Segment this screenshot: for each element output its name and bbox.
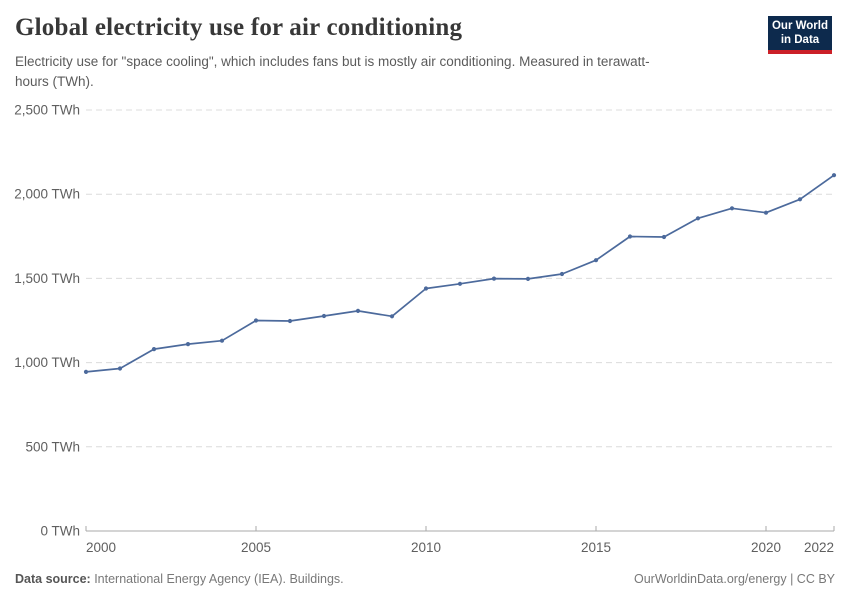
- data-point-marker[interactable]: [287, 318, 293, 324]
- data-point-marker[interactable]: [831, 173, 837, 178]
- data-point-marker[interactable]: [457, 281, 463, 286]
- data-point-marker[interactable]: [797, 197, 803, 202]
- page-title: Global electricity use for air condition…: [15, 14, 463, 41]
- data-point-marker[interactable]: [83, 369, 89, 374]
- data-point-marker[interactable]: [389, 314, 395, 319]
- data-point-marker[interactable]: [525, 276, 531, 281]
- data-point-marker[interactable]: [695, 216, 701, 221]
- data-source-label: Data source:: [15, 572, 91, 586]
- x-tick-label: 2010: [411, 540, 441, 555]
- data-point-marker[interactable]: [763, 210, 769, 215]
- data-source-text: International Energy Agency (IEA). Build…: [90, 572, 344, 586]
- data-point-marker[interactable]: [559, 271, 565, 277]
- attribution-link[interactable]: OurWorldinData.org/energy | CC BY: [633, 572, 835, 586]
- data-line[interactable]: [85, 174, 835, 373]
- chart-footer: Data source: International Energy Agency…: [15, 572, 835, 586]
- y-tick-label: 2,500 TWh: [14, 103, 80, 118]
- x-tick-label: 2022: [804, 540, 834, 555]
- data-point-marker[interactable]: [321, 313, 327, 319]
- y-tick-label: 1,000 TWh: [14, 355, 80, 370]
- data-point-marker[interactable]: [593, 258, 599, 263]
- x-tick-label: 2005: [241, 540, 271, 555]
- data-source-note: Data source: International Energy Agency…: [15, 572, 344, 586]
- data-point-marker[interactable]: [151, 347, 157, 352]
- y-tick-label: 0 TWh: [40, 524, 80, 539]
- owid-logo-line1: Our World: [771, 20, 828, 32]
- x-tick-label: 2000: [86, 540, 116, 555]
- data-point-marker[interactable]: [627, 234, 633, 239]
- data-point-marker[interactable]: [661, 234, 667, 240]
- data-point-marker[interactable]: [729, 206, 735, 211]
- chart-header: Global electricity use for air condition…: [15, 14, 740, 91]
- y-tick-label: 2,000 TWh: [14, 187, 80, 202]
- data-point-marker[interactable]: [423, 286, 429, 291]
- y-tick-label: 1,500 TWh: [14, 271, 80, 286]
- x-tick-label: 2020: [751, 540, 781, 555]
- data-point-marker[interactable]: [253, 318, 259, 323]
- data-point-marker[interactable]: [117, 366, 123, 371]
- owid-logo: Our World in Data: [768, 16, 832, 54]
- chart-subtitle: Electricity use for "space cooling", whi…: [15, 54, 650, 89]
- data-point-marker[interactable]: [491, 276, 497, 281]
- data-point-marker[interactable]: [219, 338, 225, 343]
- data-point-marker[interactable]: [185, 342, 191, 347]
- owid-logo-line2: in Data: [780, 33, 820, 46]
- data-point-marker[interactable]: [355, 308, 361, 313]
- x-tick-label: 2015: [581, 540, 611, 555]
- y-tick-label: 500 TWh: [25, 439, 80, 454]
